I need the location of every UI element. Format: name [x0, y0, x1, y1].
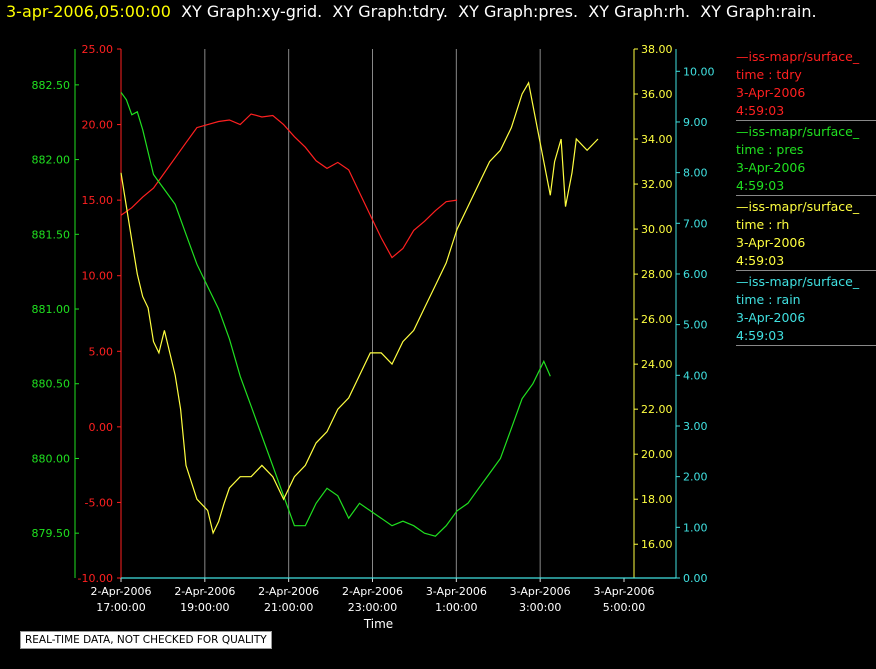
rh-tick-label: 20.00: [641, 448, 673, 461]
legend-var: time : tdry: [736, 67, 802, 82]
rain-tick-label: 2.00: [683, 471, 708, 484]
legend-date: 3-Apr-2006: [736, 160, 806, 175]
legend-var: time : pres: [736, 142, 804, 157]
legend-entry-tdry[interactable]: —iss-mapr/surface_ time : tdry 3-Apr-200…: [736, 48, 876, 121]
tdry-tick-label: 15.00: [82, 194, 114, 207]
tdry-tick-label: -5.00: [85, 496, 113, 509]
rh-tick-label: 36.00: [641, 88, 673, 101]
rain-tick-label: 3.00: [683, 420, 708, 433]
x-tick-label-time: 19:00:00: [180, 601, 229, 614]
x-tick-label-time: 1:00:00: [435, 601, 477, 614]
pres-tick-label: 880.50: [32, 378, 71, 391]
timestamp: 3-apr-2006,05:00:00: [6, 2, 171, 21]
series-line-tdry: [120, 113, 458, 259]
rh-tick-label: 18.00: [641, 493, 673, 506]
rh-tick-label: 30.00: [641, 223, 673, 236]
legend-date: 3-Apr-2006: [736, 310, 806, 325]
x-tick-label-date: 3-Apr-2006: [510, 585, 571, 598]
x-tick-label-time: 17:00:00: [96, 601, 145, 614]
rain-tick-label: 1.00: [683, 521, 708, 534]
x-tick-label-date: 2-Apr-2006: [90, 585, 151, 598]
rain-tick-label: 4.00: [683, 369, 708, 382]
x-tick-label-time: 3:00:00: [519, 601, 561, 614]
graph-label-rain: XY Graph:rain.: [700, 2, 817, 21]
graph-label-tdry: XY Graph:tdry.: [332, 2, 448, 21]
rh-tick-label: 32.00: [641, 178, 673, 191]
rain-tick-label: 0.00: [683, 572, 708, 585]
rain-tick-label: 9.00: [683, 116, 708, 129]
series-line-pres: [120, 91, 551, 537]
series-line-rh: [120, 81, 599, 535]
x-tick-label-time: 23:00:00: [348, 601, 397, 614]
tdry-tick-label: 5.00: [89, 345, 114, 358]
rain-tick-label: 5.00: [683, 319, 708, 332]
x-tick-label-date: 2-Apr-2006: [342, 585, 403, 598]
legend-entry-rain[interactable]: —iss-mapr/surface_ time : rain 3-Apr-200…: [736, 273, 876, 346]
rh-tick-label: 24.00: [641, 358, 673, 371]
graph-label-rh: XY Graph:rh.: [588, 2, 691, 21]
x-axis-label: Time: [363, 617, 393, 631]
legend-time: 4:59:03: [736, 253, 785, 268]
legend-var: time : rh: [736, 217, 790, 232]
legend-time: 4:59:03: [736, 178, 785, 193]
legend-entry-rh[interactable]: —iss-mapr/surface_ time : rh 3-Apr-2006 …: [736, 198, 876, 271]
x-tick-label-date: 2-Apr-2006: [258, 585, 319, 598]
rh-tick-label: 16.00: [641, 538, 673, 551]
x-tick-label-time: 21:00:00: [264, 601, 313, 614]
legend-source: —iss-mapr/surface_: [736, 199, 860, 214]
legend-source: —iss-mapr/surface_: [736, 124, 860, 139]
rh-tick-label: 28.00: [641, 268, 673, 281]
rh-tick-label: 22.00: [641, 403, 673, 416]
rain-tick-label: 10.00: [683, 65, 715, 78]
graph-title: 3-apr-2006,05:00:00 XY Graph:xy-grid. XY…: [6, 2, 817, 21]
rain-tick-label: 6.00: [683, 268, 708, 281]
legend-time: 4:59:03: [736, 328, 785, 343]
legend-source: —iss-mapr/surface_: [736, 274, 860, 289]
rh-tick-label: 34.00: [641, 133, 673, 146]
pres-tick-label: 882.50: [32, 79, 71, 92]
graph-label-pres: XY Graph:pres.: [458, 2, 579, 21]
legend-date: 3-Apr-2006: [736, 85, 806, 100]
x-tick-label-date: 3-Apr-2006: [593, 585, 654, 598]
rain-tick-label: 7.00: [683, 217, 708, 230]
graph-label-xy-grid: XY Graph:xy-grid.: [181, 2, 323, 21]
legend-time: 4:59:03: [736, 103, 785, 118]
pres-tick-label: 879.50: [32, 527, 71, 540]
tdry-tick-label: 25.00: [82, 43, 114, 56]
legend-entry-pres[interactable]: —iss-mapr/surface_ time : pres 3-Apr-200…: [736, 123, 876, 196]
rain-tick-label: 8.00: [683, 167, 708, 180]
pres-tick-label: 882.00: [32, 154, 71, 167]
tdry-tick-label: 10.00: [82, 270, 114, 283]
pres-tick-label: 880.00: [32, 452, 71, 465]
rh-tick-label: 38.00: [641, 43, 673, 56]
tdry-tick-label: -10.00: [78, 572, 113, 585]
x-tick-label-time: 5:00:00: [603, 601, 645, 614]
legend: —iss-mapr/surface_ time : tdry 3-Apr-200…: [736, 48, 876, 348]
quality-notice: REAL-TIME DATA, NOT CHECKED FOR QUALITY: [20, 631, 272, 649]
x-tick-label-date: 3-Apr-2006: [426, 585, 487, 598]
legend-var: time : rain: [736, 292, 801, 307]
tdry-tick-label: 0.00: [89, 421, 114, 434]
rh-tick-label: 26.00: [641, 313, 673, 326]
pres-tick-label: 881.00: [32, 303, 71, 316]
legend-date: 3-Apr-2006: [736, 235, 806, 250]
x-tick-label-date: 2-Apr-2006: [174, 585, 235, 598]
pres-tick-label: 881.50: [32, 228, 71, 241]
tdry-tick-label: 20.00: [82, 119, 114, 132]
legend-source: —iss-mapr/surface_: [736, 49, 860, 64]
